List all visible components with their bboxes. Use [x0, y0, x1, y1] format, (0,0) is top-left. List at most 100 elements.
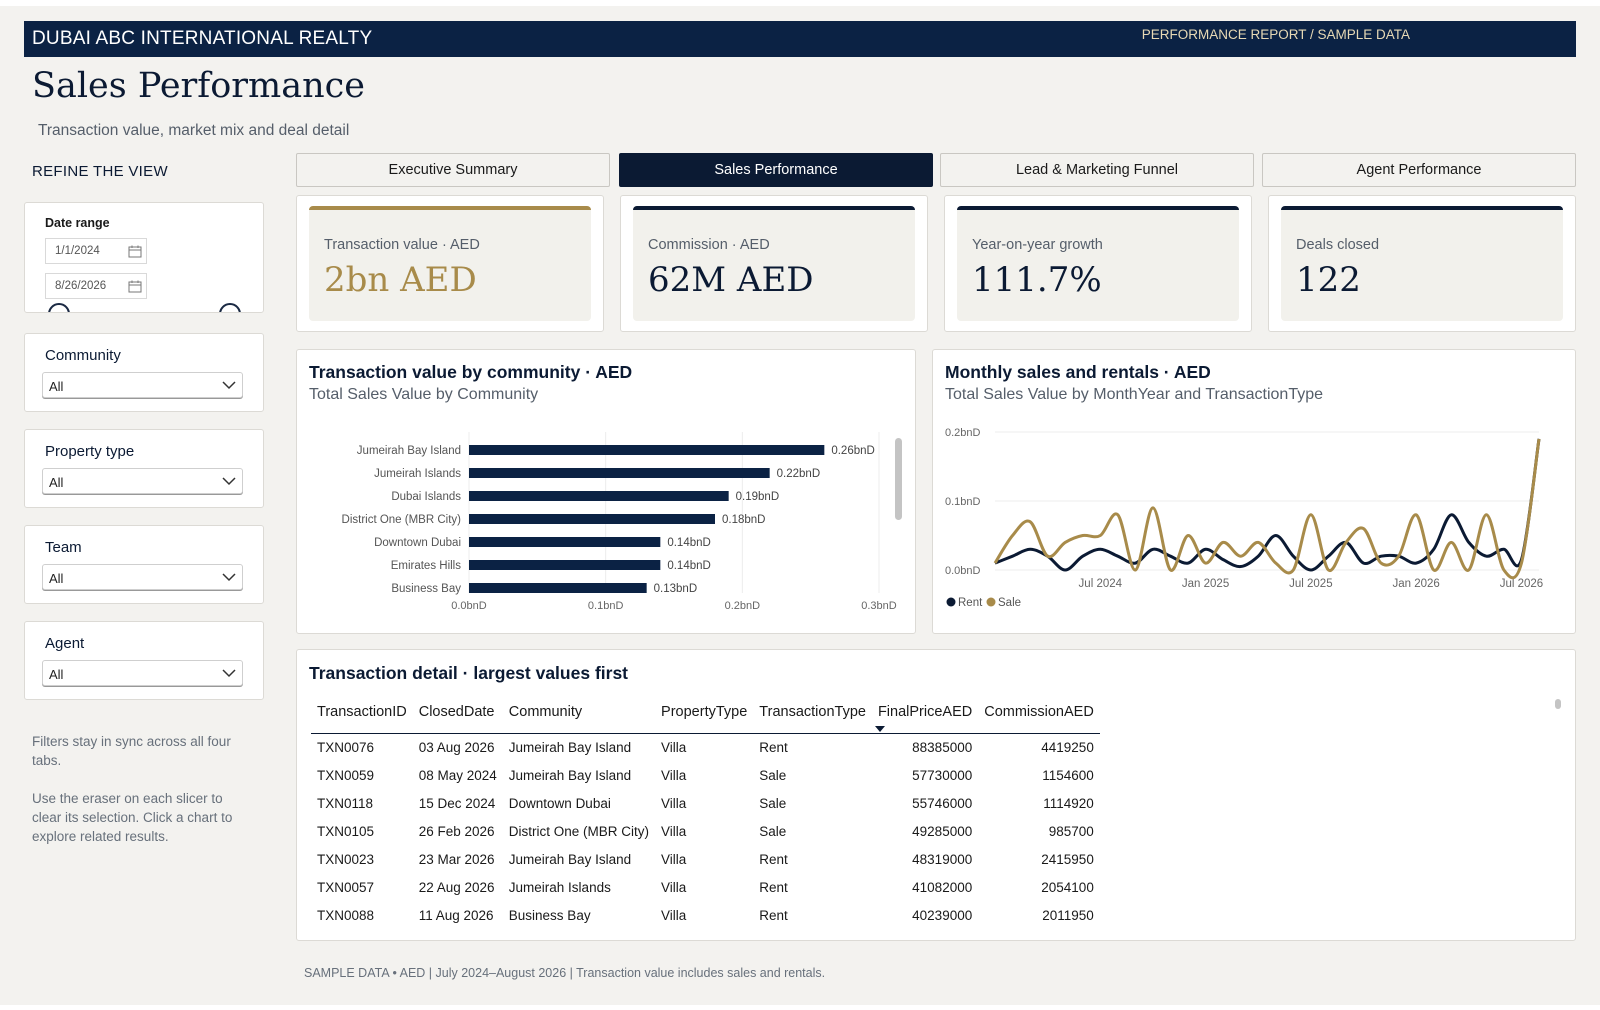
line-chart[interactable]: 0.0bnD 0.1bnD 0.2bnD Jul 2024 Jan 2025 Jul 20… — [933, 350, 1577, 635]
tab-sales-performance[interactable]: Sales Performance — [619, 153, 933, 187]
table-row[interactable]: TXN0057 22 Aug 2026 Jumeirah Islands Villa R… — [311, 874, 1100, 902]
tab-executive-summary[interactable]: Executive Summary — [296, 153, 610, 187]
tab-agent-performance[interactable]: Agent Performance — [1262, 153, 1576, 187]
table-cell: 1154600 — [1042, 768, 1094, 783]
kpi-label: Deals closed — [1296, 237, 1380, 253]
filter-sync-note: Filters stay in sync across all four tab… — [32, 734, 231, 768]
x-tick-label: Jul 2025 — [1289, 578, 1332, 590]
table-cell: Sale — [759, 824, 787, 839]
column-header-commissionaed[interactable]: CommissionAED — [978, 696, 1100, 734]
legend-marker — [986, 597, 996, 607]
date-slider-start-handle[interactable] — [48, 303, 70, 312]
community-value-chart[interactable]: Transaction value by community · AED Tot… — [296, 349, 916, 634]
table-row[interactable]: TXN0118 15 Dec 2024 Downtown Dubai Villa Sal… — [311, 790, 1100, 818]
category-label: Emirates Hills — [391, 560, 462, 572]
kpi-value: 62M AED — [648, 260, 814, 300]
report-page: DUBAI ABC INTERNATIONAL REALTY PERFORMAN… — [0, 6, 1600, 1005]
category-label: Business Bay — [391, 583, 461, 595]
start-date-input[interactable]: 1/1/2024 — [45, 238, 147, 264]
chart-subtitle: Total Sales Value by MonthYear and Trans… — [945, 386, 1324, 403]
team-slicer: Team All — [24, 525, 264, 604]
table-row[interactable]: TXN0023 23 Mar 2026 Jumeirah Bay Island Vil… — [311, 846, 1100, 874]
table-cell: 23 Mar 2026 — [418, 852, 495, 867]
table-cell: Villa — [661, 740, 687, 756]
table-cell: District One (MBR City) — [508, 824, 650, 839]
table-cell: TXN0118 — [317, 796, 374, 811]
column-header-community[interactable]: Community — [502, 696, 656, 734]
table-row[interactable]: TXN0105 26 Feb 2026 District One (MBR City… — [311, 818, 1100, 846]
column-header-transactionid[interactable]: TransactionID — [311, 696, 413, 734]
table-cell: TXN0059 — [317, 768, 375, 783]
chart-subtitle: Total Sales Value by Community — [309, 386, 539, 403]
end-date-input[interactable]: 8/26/2026 — [45, 273, 147, 299]
kpi-deals-closed: Deals closed 122 — [1268, 195, 1576, 332]
table-row[interactable]: TXN0076 03 Aug 2026 Jumeirah Bay Island Vil… — [311, 734, 1100, 762]
date-slider-end-handle[interactable] — [219, 303, 241, 312]
table-cell: Rent — [759, 908, 788, 923]
calendar-icon[interactable] — [128, 280, 142, 293]
table-scrollbar[interactable] — [1555, 699, 1561, 709]
table-cell: 2054100 — [1041, 880, 1094, 895]
table-cell: TXN0057 — [317, 880, 375, 895]
table-cell: Jumeirah Bay Island — [508, 768, 632, 783]
table-cell: 41082000 — [912, 880, 973, 895]
agent-label: Agent — [45, 635, 85, 652]
column-header-closeddate[interactable]: ClosedDate — [412, 696, 503, 734]
page-subtitle: Transaction value, market mix and deal d… — [38, 122, 350, 139]
report-banner: DUBAI ABC INTERNATIONAL REALTY PERFORMAN… — [24, 21, 1576, 57]
bar-chart[interactable]: 0.0bnD 0.1bnD 0.2bnD 0.3bnD Jumeirah Bay Isl… — [297, 350, 917, 635]
data-label: 0.14bnD — [667, 537, 710, 549]
team-value: All — [49, 571, 64, 586]
table-cell: Villa — [661, 768, 687, 783]
kpi-tile: Year-on-year growth 111.7% — [957, 206, 1239, 321]
table-cell: Sale — [759, 796, 787, 811]
property-type-value: All — [49, 475, 64, 490]
chart-scrollbar[interactable] — [895, 438, 902, 520]
column-header-finalpriceaed[interactable]: FinalPriceAED — [871, 696, 979, 734]
table-cell: Business Bay — [508, 908, 591, 923]
column-header-propertytype[interactable]: PropertyType — [655, 696, 754, 734]
filters-heading: REFINE THE VIEW — [32, 163, 168, 180]
kpi-value: 2bn AED — [324, 260, 477, 300]
category-label: District One (MBR City) — [342, 514, 462, 526]
kpi-label: Year-on-year growth — [972, 237, 1103, 253]
monthly-sales-chart[interactable]: Monthly sales and rentals · AED Total Sa… — [932, 349, 1576, 634]
legend-marker — [946, 597, 956, 607]
data-label: 0.26bnD — [831, 445, 874, 457]
team-dropdown[interactable]: All — [42, 564, 243, 590]
chevron-down-icon — [222, 669, 236, 678]
end-date-value: 8/26/2026 — [55, 280, 107, 292]
column-header-transactiontype[interactable]: TransactionType — [753, 696, 872, 734]
table-row[interactable]: TXN0088 11 Aug 2026 Business Bay Villa Rent 4… — [311, 902, 1100, 930]
chevron-down-icon — [222, 477, 236, 486]
kpi-value: 111.7% — [972, 260, 1102, 300]
table-cell: Villa — [661, 852, 687, 867]
y-tick-label: 0.0bnD — [945, 565, 981, 577]
property-type-dropdown[interactable]: All — [42, 468, 243, 494]
kpi-value: 122 — [1296, 260, 1361, 300]
table-cell: 57730000 — [912, 768, 973, 783]
table-cell: Jumeirah Bay Island — [508, 740, 632, 756]
table-cell: 11 Aug 2026 — [418, 908, 494, 923]
community-label: Community — [45, 347, 121, 364]
agent-dropdown[interactable]: All — [42, 660, 243, 686]
legend-label: Rent — [958, 597, 983, 609]
category-label: Dubai Islands — [391, 491, 461, 503]
table-cell: 2011950 — [1042, 908, 1094, 923]
tab-lead-marketing-funnel[interactable]: Lead & Marketing Funnel — [940, 153, 1254, 187]
table-cell: Downtown Dubai — [508, 796, 611, 811]
start-date-value: 1/1/2024 — [55, 245, 100, 257]
table-cell: 22 Aug 2026 — [418, 880, 495, 895]
table-cell: 1114920 — [1043, 796, 1094, 811]
table-title: Transaction detail · largest values firs… — [309, 663, 628, 683]
table-header-row: TransactionID ClosedDate Community Prope… — [311, 696, 1100, 734]
calendar-icon[interactable] — [128, 245, 142, 258]
chevron-down-icon — [222, 381, 236, 390]
data-label: 0.19bnD — [736, 491, 779, 503]
date-range-label: Date range — [45, 216, 110, 230]
table-row[interactable]: TXN0059 08 May 2024 Jumeirah Bay Island Vil… — [311, 762, 1100, 790]
x-tick-label: 0.0bnD — [451, 600, 487, 612]
community-dropdown[interactable]: All — [42, 372, 243, 398]
x-tick-label: Jan 2025 — [1182, 578, 1229, 590]
table-cell: Villa — [661, 908, 687, 923]
